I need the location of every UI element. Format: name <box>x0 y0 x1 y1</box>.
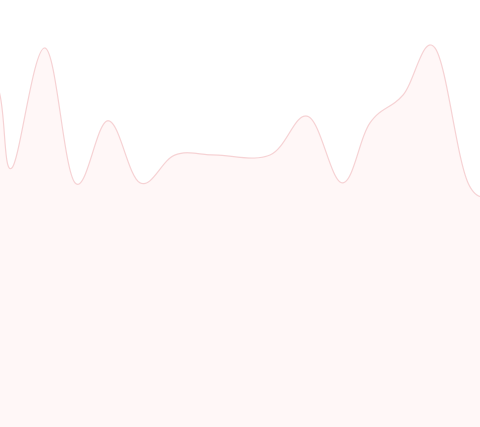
sparkline-line <box>0 44 480 197</box>
sparkline-area-fill <box>0 45 480 427</box>
